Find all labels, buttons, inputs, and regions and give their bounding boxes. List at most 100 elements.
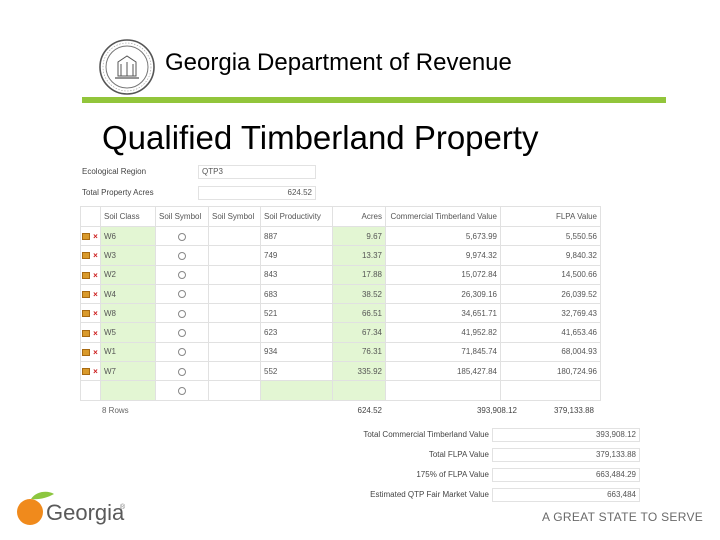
productivity-cell: 521 (260, 303, 333, 324)
summary-flpa-field: 379,133.88 (492, 448, 640, 462)
flpa-cell: 14,500.66 (500, 264, 601, 285)
table-header-row: Soil Class Soil Symbol Soil Symbol Soil … (80, 206, 601, 227)
soil-symbol-2-cell (208, 361, 261, 382)
ctv-cell: 5,673.99 (385, 225, 501, 247)
productivity-cell[interactable] (260, 380, 333, 401)
soil-symbol-cell (155, 245, 209, 266)
edit-icon[interactable] (82, 348, 90, 356)
table-row: × W6 887 9.67 5,673.99 5,550.56 (80, 225, 601, 247)
soil-symbol-radio[interactable] (178, 367, 186, 376)
tagline: A GREAT STATE TO SERVE (542, 510, 704, 524)
soil-symbol-radio[interactable] (178, 290, 186, 299)
georgia-seal-icon (99, 39, 155, 95)
acres-cell[interactable] (332, 380, 386, 401)
acres-cell: 38.52 (332, 283, 386, 305)
ctv-cell: 9,974.32 (385, 245, 501, 266)
rows-count: 8 Rows (102, 406, 129, 415)
edit-icon[interactable] (82, 233, 90, 241)
georgia-logo-text: Georgia (46, 500, 125, 525)
row-actions: × (80, 225, 101, 247)
column-header[interactable]: Soil Class (100, 206, 156, 227)
edit-icon[interactable] (82, 310, 90, 318)
soil-symbol-radio[interactable] (178, 329, 186, 338)
total-acres-field[interactable]: 624.52 (198, 186, 316, 200)
soil-symbol-2-cell (208, 225, 261, 247)
summary-175pct-label: 175% of FLPA Value (416, 470, 489, 479)
soil-class-cell: W1 (100, 341, 156, 363)
acres-cell: 67.34 (332, 322, 386, 343)
soil-symbol-cell (155, 361, 209, 382)
delete-icon[interactable]: × (93, 309, 98, 319)
summary-fmv-label: Estimated QTP Fair Market Value (370, 490, 489, 499)
column-header[interactable]: Commercial Timberland Value (385, 206, 501, 227)
eco-region-field[interactable]: QTP3 (198, 165, 316, 179)
soil-table: Soil Class Soil Symbol Soil Symbol Soil … (80, 206, 601, 401)
soil-class-cell: W8 (100, 303, 156, 324)
delete-icon[interactable]: × (93, 270, 98, 280)
column-header[interactable]: Soil Symbol (155, 206, 209, 227)
soil-symbol-radio[interactable] (178, 251, 186, 260)
delete-icon[interactable]: × (93, 367, 98, 377)
flpa-cell: 9,840.32 (500, 245, 601, 266)
soil-symbol-radio[interactable] (178, 348, 186, 357)
column-header[interactable]: Acres (332, 206, 386, 227)
soil-symbol-radio[interactable] (178, 232, 186, 241)
soil-class-cell[interactable] (100, 380, 156, 401)
productivity-cell: 934 (260, 341, 333, 363)
column-header[interactable]: FLPA Value (500, 206, 601, 227)
flpa-cell: 41,653.46 (500, 322, 601, 343)
row-actions: × (80, 264, 101, 285)
eco-region-label: Ecological Region (82, 167, 147, 176)
column-header[interactable]: Soil Symbol (208, 206, 261, 227)
soil-symbol-cell (155, 380, 209, 401)
delete-icon[interactable]: × (93, 232, 98, 242)
ctv-cell: 34,651.71 (385, 303, 501, 324)
edit-icon[interactable] (82, 290, 90, 298)
table-row: × W2 843 17.88 15,072.84 14,500.66 (80, 264, 601, 285)
delete-icon[interactable]: × (93, 347, 98, 357)
flpa-cell: 180,724.96 (500, 361, 601, 382)
soil-symbol-cell (155, 225, 209, 247)
ctv-cell (385, 380, 501, 401)
edit-icon[interactable] (82, 329, 90, 337)
delete-icon[interactable]: × (93, 251, 98, 261)
edit-icon[interactable] (82, 271, 90, 279)
soil-symbol-cell (155, 283, 209, 305)
table-row: × W1 934 76.31 71,845.74 68,004.93 (80, 341, 601, 363)
slide-title: Qualified Timberland Property (102, 119, 539, 156)
delete-icon[interactable]: × (93, 289, 98, 299)
row-actions: × (80, 245, 101, 266)
soil-class-cell: W5 (100, 322, 156, 343)
table-row: × W5 623 67.34 41,952.82 41,653.46 (80, 322, 601, 343)
table-row: × W3 749 13.37 9,974.32 9,840.32 (80, 245, 601, 266)
acres-cell: 9.67 (332, 225, 386, 247)
soil-symbol-radio[interactable] (178, 309, 186, 318)
soil-symbol-cell (155, 322, 209, 343)
soil-symbol-2-cell (208, 264, 261, 285)
ctv-cell: 71,845.74 (385, 341, 501, 363)
ctv-cell: 15,072.84 (385, 264, 501, 285)
soil-symbol-radio[interactable] (178, 271, 186, 280)
productivity-cell: 683 (260, 283, 333, 305)
delete-icon[interactable]: × (93, 328, 98, 338)
summary-175pct-field: 663,484.29 (492, 468, 640, 482)
acres-cell: 17.88 (332, 264, 386, 285)
soil-symbol-radio[interactable] (178, 386, 186, 395)
acres-cell: 13.37 (332, 245, 386, 266)
table-row: × W8 521 66.51 34,651.71 32,769.43 (80, 303, 601, 324)
edit-icon[interactable] (82, 252, 90, 260)
soil-class-cell: W6 (100, 225, 156, 247)
georgia-peach-logo-icon (17, 491, 54, 525)
productivity-cell: 843 (260, 264, 333, 285)
row-actions: × (80, 303, 101, 324)
edit-icon[interactable] (82, 368, 90, 376)
row-actions (80, 380, 101, 401)
summary-ctv-field: 393,908.12 (492, 428, 640, 442)
soil-symbol-cell (155, 264, 209, 285)
soil-class-cell: W4 (100, 283, 156, 305)
productivity-cell: 887 (260, 225, 333, 247)
flpa-cell: 26,039.52 (500, 283, 601, 305)
soil-symbol-cell (155, 303, 209, 324)
column-header[interactable]: Soil Productivity (260, 206, 333, 227)
